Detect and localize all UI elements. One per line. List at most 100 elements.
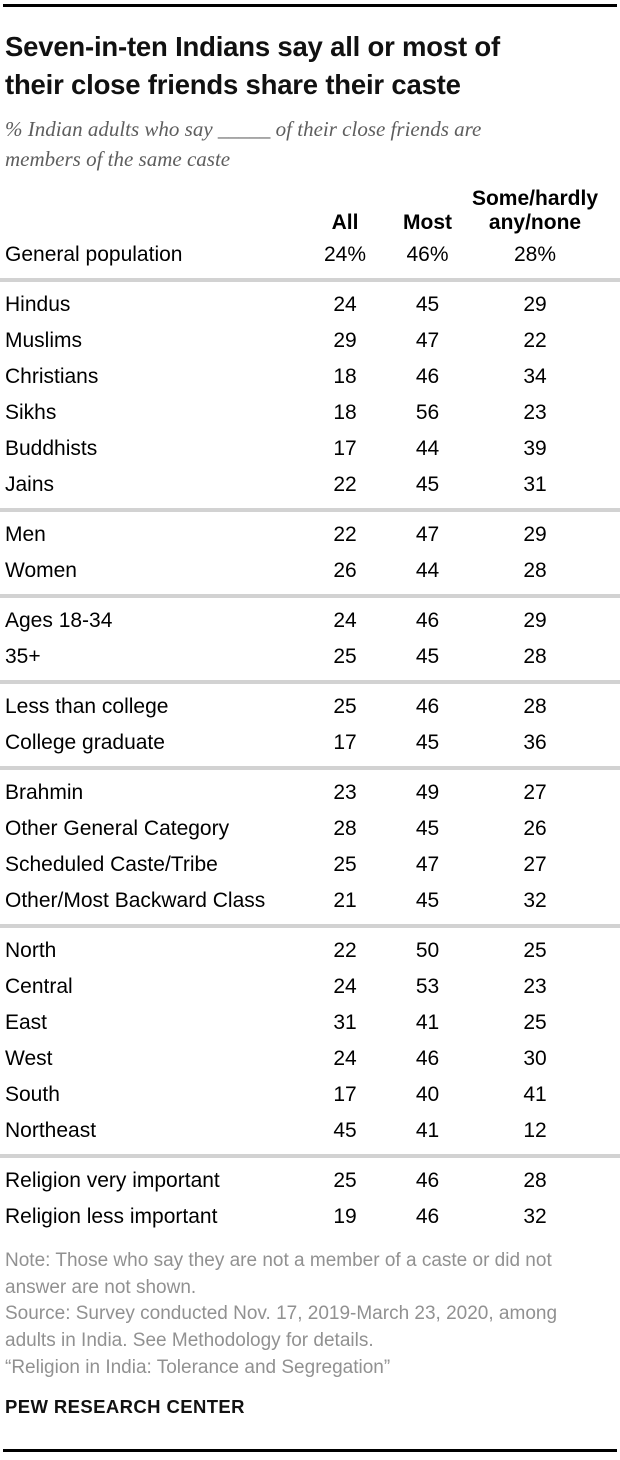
row-label: Religion very important [5, 1169, 220, 1193]
table-row: Women 26 44 28 [0, 553, 620, 589]
value-all: 24 [333, 293, 357, 317]
row-label: South [5, 1083, 60, 1107]
value-most: 53 [415, 975, 440, 999]
value-all: 22 [333, 523, 357, 547]
value-all: 24 [333, 975, 357, 999]
pew-research-center-wordmark: PEW RESEARCH CENTER [5, 1396, 245, 1418]
table-group-religious-groups: Hindus 24 45 29 Muslims 29 47 22 Christi… [0, 278, 620, 503]
value-all: 24 [333, 609, 357, 633]
value-most: 47 [415, 523, 440, 547]
value-most: 41 [415, 1119, 440, 1143]
chart-subtitle: % Indian adults who say _____ of their c… [5, 117, 482, 171]
value-most: 46 [415, 695, 440, 719]
notes-block: Note: Those who say they are not a membe… [5, 1248, 615, 1381]
value-most: 44 [415, 559, 440, 583]
table-row: Sikhs 18 56 23 [0, 395, 620, 431]
row-label: Other General Category [5, 817, 230, 841]
row-label: Brahmin [5, 781, 84, 805]
value-most: 45 [415, 817, 440, 841]
value-all: 18 [333, 365, 357, 389]
table-row: West 24 46 30 [0, 1041, 620, 1077]
value-some-hardly-any-none: 41 [523, 1083, 547, 1107]
page: Seven-in-ten Indians say all or most of … [0, 4, 620, 1460]
value-all: 25 [333, 695, 357, 719]
table-row: Jains 22 45 31 [0, 467, 620, 503]
value-some-hardly-any-none: 32 [523, 1205, 547, 1229]
bottom-rule [3, 1449, 617, 1452]
value-all: 25 [333, 1169, 357, 1193]
chart-title: Seven-in-ten Indians say all or most of … [5, 31, 500, 100]
table-row: Other General Category 28 45 26 [0, 811, 620, 847]
value-some-hardly-any-none: 32 [523, 889, 547, 913]
value-some-hardly-any-none: 30 [523, 1047, 547, 1071]
value-most: 45 [415, 293, 440, 317]
value-all: 29 [333, 329, 357, 353]
value-most: 46 [415, 1205, 440, 1229]
value-most: 50 [415, 939, 440, 963]
value-all: 18 [333, 401, 357, 425]
row-label: Ages 18-34 [5, 609, 113, 633]
row-label: Men [5, 523, 46, 547]
table-row: General population 24% 46% 28% [0, 237, 620, 273]
table-header-row: All Most Some/hardly any/none [0, 187, 620, 237]
value-most: 46 [415, 1169, 440, 1193]
value-most: 46 [415, 1047, 440, 1071]
value-some-hardly-any-none: 39 [523, 437, 547, 461]
column-header-most: Most [403, 210, 452, 234]
value-all: 21 [333, 889, 357, 913]
value-some-hardly-any-none: 31 [523, 473, 547, 497]
column-header-all: All [331, 210, 359, 234]
value-most: 46 [415, 365, 440, 389]
top-rule [3, 4, 617, 7]
value-some-hardly-any-none: 12 [523, 1119, 547, 1143]
row-label: Muslims [5, 329, 82, 353]
value-some-hardly-any-none: 28 [523, 695, 547, 719]
table-row: Brahmin 23 49 27 [0, 775, 620, 811]
value-all: 25 [333, 645, 357, 669]
value-all: 25 [333, 853, 357, 877]
value-some-hardly-any-none: 28 [523, 1169, 547, 1193]
table-group-gender: Men 22 47 29 Women 26 44 28 [0, 508, 620, 589]
value-some-hardly-any-none: 26 [523, 817, 547, 841]
row-label: Sikhs [5, 401, 57, 425]
table-group-general: General population 24% 46% 28% [0, 237, 620, 273]
value-all: 28 [333, 817, 357, 841]
value-most: 44 [415, 437, 440, 461]
row-label: College graduate [5, 731, 165, 755]
row-label: Other/Most Backward Class [5, 889, 266, 913]
table-row: College graduate 17 45 36 [0, 725, 620, 761]
row-label: Central [5, 975, 73, 999]
table-row: East 31 41 25 [0, 1005, 620, 1041]
value-all: 17 [333, 731, 357, 755]
value-some-hardly-any-none: 23 [523, 975, 547, 999]
value-most: 45 [415, 473, 440, 497]
table-row: Central 24 53 23 [0, 969, 620, 1005]
column-header-some-hardly-any-none: Some/hardly any/none [471, 187, 599, 234]
row-label: Religion less important [5, 1205, 218, 1229]
value-some-hardly-any-none: 23 [523, 401, 547, 425]
row-label: Women [5, 559, 77, 583]
note-text: Note: Those who say they are not a membe… [5, 1250, 552, 1298]
value-some-hardly-any-none: 36 [523, 731, 547, 755]
table-group-age: Ages 18-34 24 46 29 35+ 25 45 28 [0, 594, 620, 675]
source-text: Source: Survey conducted Nov. 17, 2019-M… [5, 1303, 558, 1351]
table-row: Northeast 45 41 12 [0, 1113, 620, 1149]
value-most: 45 [415, 645, 440, 669]
table-row: Scheduled Caste/Tribe 25 47 27 [0, 847, 620, 883]
table-row: Hindus 24 45 29 [0, 287, 620, 323]
table-row: Less than college 25 46 28 [0, 689, 620, 725]
table-group-education: Less than college 25 46 28 College gradu… [0, 680, 620, 761]
value-some-hardly-any-none: 28 [523, 645, 547, 669]
value-most: 47 [415, 329, 440, 353]
value-some-hardly-any-none: 29 [523, 523, 547, 547]
value-all: 17 [333, 1083, 357, 1107]
value-some-hardly-any-none: 29 [523, 609, 547, 633]
value-all: 31 [333, 1011, 357, 1035]
value-most: 46% [406, 243, 449, 267]
row-label: Scheduled Caste/Tribe [5, 853, 218, 877]
report-title-text: “Religion in India: Tolerance and Segreg… [5, 1356, 391, 1378]
table-row: Men 22 47 29 [0, 517, 620, 553]
value-most: 46 [415, 609, 440, 633]
value-all: 26 [333, 559, 357, 583]
row-label: General population [5, 243, 183, 267]
